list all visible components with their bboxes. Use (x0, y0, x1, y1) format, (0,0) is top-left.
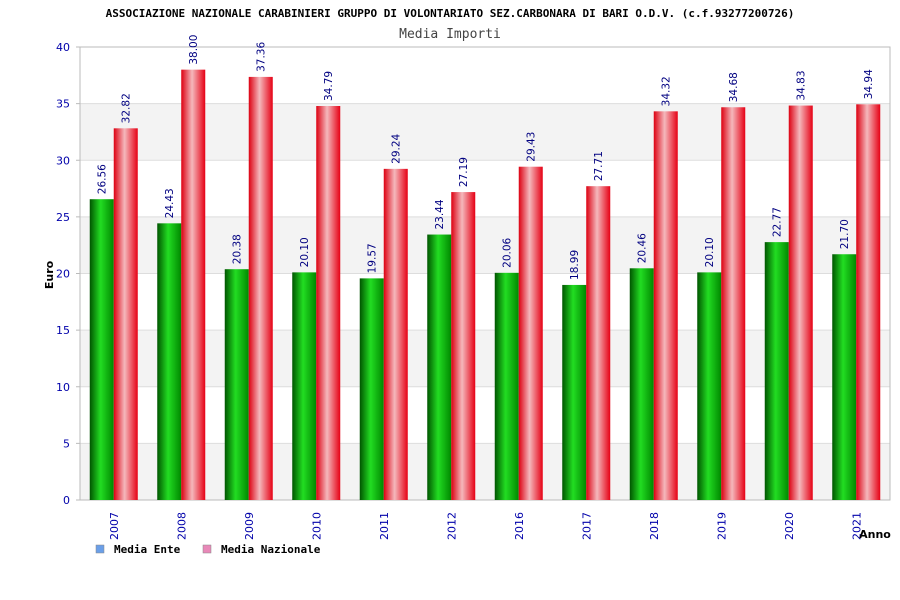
value-label: 21.70 (839, 219, 851, 249)
bar-media-ente-2016 (494, 272, 519, 500)
y-tick-label: 25 (56, 211, 70, 224)
x-tick-label: 2020 (783, 512, 796, 540)
x-tick-label: 2017 (580, 512, 593, 540)
value-label: 24.43 (164, 188, 176, 218)
value-labels: 26.56 32.82 24.43 38.00 20.38 37.36 20.10 34.79… (97, 35, 876, 280)
value-label: 20.10 (704, 237, 716, 267)
y-tick-label: 15 (56, 324, 70, 337)
bar-media-ente-2018 (629, 268, 654, 500)
value-label: 37.36 (256, 42, 268, 72)
bar-media-nazionale-2010 (316, 106, 341, 501)
bar-media-ente-2019 (697, 272, 722, 500)
legend-label: Media Nazionale (221, 543, 321, 556)
y-tick-label: 10 (56, 381, 70, 394)
value-label: 29.24 (391, 133, 403, 163)
bar-media-ente-2011 (359, 278, 384, 500)
bar-media-ente-2017 (562, 284, 587, 500)
y-axis-label: Euro (43, 260, 56, 289)
bar-media-nazionale-2011 (383, 168, 408, 500)
bar-media-nazionale-2007 (113, 128, 138, 500)
bar-media-ente-2012 (427, 234, 452, 501)
y-tick-label: 0 (63, 494, 70, 507)
bar-media-nazionale-2012 (451, 192, 476, 501)
grid-band (80, 330, 890, 387)
value-label: 19.57 (367, 243, 379, 273)
legend-swatch (95, 544, 105, 554)
x-tick-label: 2009 (243, 512, 256, 540)
x-tick-label: 2011 (378, 512, 391, 540)
x-tick-label: 2012 (445, 512, 458, 540)
value-label: 34.94 (863, 69, 875, 99)
y-tick-label: 30 (56, 154, 70, 167)
value-label: 20.46 (637, 233, 649, 263)
bar-media-nazionale-2016 (518, 166, 543, 500)
chart-title: ASSOCIAZIONE NAZIONALE CARABINIERI GRUPP… (106, 7, 795, 20)
x-tick-label: 2007 (108, 512, 121, 540)
value-label: 18.99 (569, 250, 581, 280)
y-tick-label: 35 (56, 98, 70, 111)
y-tick-label: 20 (56, 268, 70, 281)
value-label: 32.82 (121, 93, 133, 123)
legend: Media Ente Media Nazionale (95, 543, 321, 556)
value-label: 20.10 (299, 237, 311, 267)
value-label: 26.56 (97, 164, 109, 194)
chart-subtitle: Media Importi (399, 27, 501, 42)
bar-media-nazionale-2009 (248, 76, 273, 500)
x-tick-label: 2008 (175, 512, 188, 540)
legend-swatch (202, 544, 212, 554)
grid-band (80, 103, 890, 161)
y-tick-label: 40 (56, 41, 70, 54)
value-label: 34.79 (323, 71, 335, 101)
value-label: 29.43 (526, 132, 538, 162)
value-label: 27.19 (458, 157, 470, 187)
y-axis-ticks: 0 5 10 15 20 25 30 35 40 (56, 41, 80, 507)
x-axis-ticks: 2007 2008 2009 2010 2011 2012 2016 2017 2018 2019… (108, 512, 864, 540)
y-tick-label: 5 (63, 437, 70, 450)
value-label: 20.06 (502, 237, 514, 267)
grid-band (80, 273, 890, 331)
bar-media-nazionale-2018 (653, 111, 678, 501)
value-label: 34.32 (661, 76, 673, 106)
bar-media-nazionale-2020 (788, 105, 813, 501)
value-label: 22.77 (772, 207, 784, 237)
bar-media-nazionale-2008 (181, 69, 206, 501)
bar-media-nazionale-2019 (721, 107, 746, 501)
x-axis-label: Anno (859, 528, 891, 541)
bars (89, 69, 881, 501)
plot-background (79, 46, 891, 501)
grid-band (80, 386, 890, 444)
value-label: 34.68 (728, 72, 740, 102)
grid-band (80, 443, 890, 500)
value-label: 38.00 (188, 35, 200, 65)
x-tick-label: 2010 (310, 512, 323, 540)
bar-media-ente-2008 (157, 223, 182, 500)
value-label: 23.44 (434, 199, 446, 229)
bar-media-ente-2009 (224, 269, 249, 500)
grid-band (80, 216, 890, 274)
x-tick-label: 2021 (850, 512, 863, 540)
bar-media-ente-2010 (292, 272, 317, 500)
grid-band (80, 47, 890, 104)
value-label: 27.71 (593, 151, 605, 181)
grid-band (80, 160, 890, 217)
x-tick-label: 2016 (513, 512, 526, 540)
bar-media-nazionale-2021 (856, 104, 881, 500)
x-tick-label: 2019 (715, 512, 728, 540)
value-label: 34.83 (796, 70, 808, 100)
bar-media-ente-2021 (832, 254, 857, 500)
x-tick-label: 2018 (648, 512, 661, 540)
bar-media-ente-2020 (764, 242, 789, 500)
bar-media-nazionale-2017 (586, 186, 611, 500)
bar-media-ente-2007 (89, 199, 114, 500)
legend-label: Media Ente (114, 543, 181, 556)
value-label: 20.38 (232, 234, 244, 264)
